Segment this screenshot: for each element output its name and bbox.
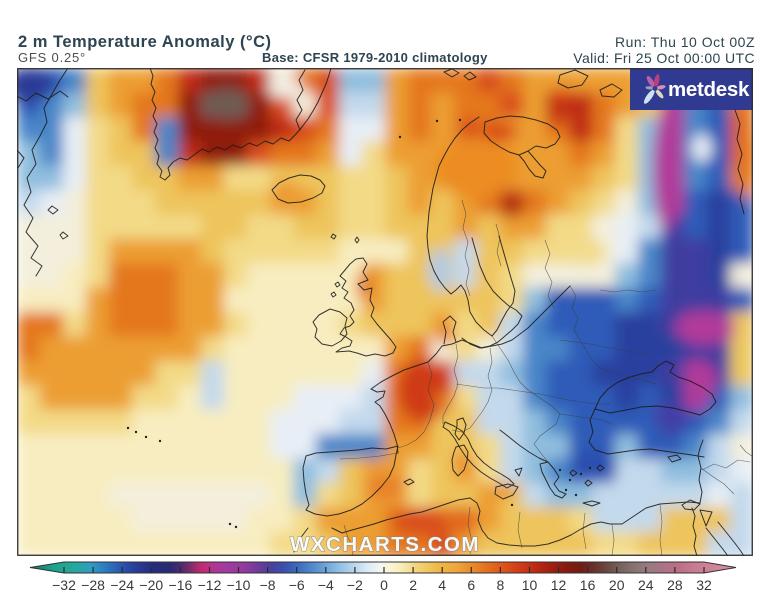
svg-text:−6: −6 [289,577,305,593]
svg-text:−28: −28 [81,577,105,593]
svg-text:−8: −8 [260,577,276,593]
svg-text:−12: −12 [198,577,222,593]
svg-text:28: 28 [667,577,683,593]
svg-text:−24: −24 [110,577,134,593]
svg-text:WXCHARTS.COM: WXCHARTS.COM [290,533,480,556]
svg-text:−4: −4 [318,577,334,593]
svg-text:10: 10 [522,577,538,593]
svg-text:4: 4 [438,577,446,593]
svg-text:24: 24 [638,577,654,593]
svg-text:12: 12 [551,577,567,593]
svg-text:−10: −10 [227,577,251,593]
svg-text:−2: −2 [347,577,363,593]
svg-text:0: 0 [380,577,388,593]
svg-text:20: 20 [609,577,625,593]
svg-text:8: 8 [497,577,505,593]
svg-text:2: 2 [409,577,417,593]
svg-text:−32: −32 [52,577,76,593]
svg-text:metdesk: metdesk [668,78,750,101]
svg-text:16: 16 [580,577,596,593]
svg-text:−16: −16 [169,577,193,593]
svg-text:6: 6 [467,577,475,593]
svg-text:−20: −20 [139,577,163,593]
svg-text:32: 32 [696,577,712,593]
